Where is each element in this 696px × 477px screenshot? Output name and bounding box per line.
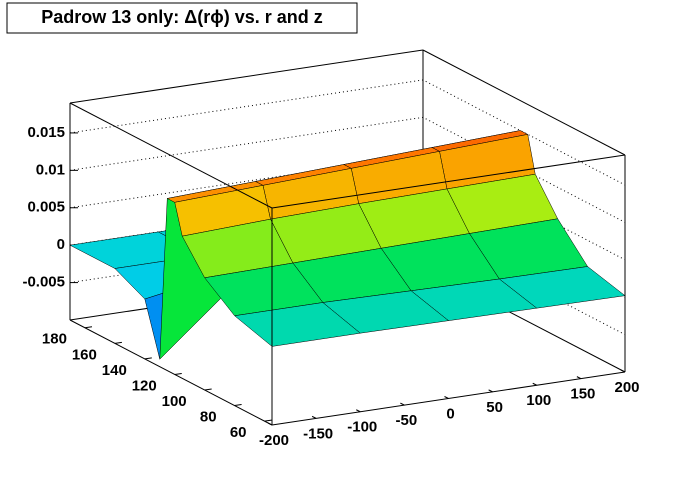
y-tick — [174, 372, 182, 375]
y-tick — [264, 419, 272, 422]
x-tick — [488, 389, 493, 393]
x-tick-label: 50 — [486, 399, 503, 416]
y-tick — [114, 341, 122, 344]
chart-title: Padrow 13 only: Δ(rϕ) vs. r and z — [41, 7, 323, 27]
x-tick — [576, 376, 582, 380]
x-tick — [532, 382, 537, 386]
y-tick — [234, 404, 242, 407]
z-tick-label: -0.005 — [22, 274, 65, 291]
z-tick-label: 0.01 — [36, 161, 65, 178]
box-edge — [271, 154, 626, 209]
y-tick-label: 140 — [102, 362, 127, 379]
x-tick-label: -150 — [303, 425, 333, 442]
x-tick — [620, 369, 626, 373]
x-tick-label: -100 — [347, 419, 377, 436]
box-edge — [69, 49, 424, 104]
x-tick — [356, 409, 361, 413]
x-tick — [267, 422, 273, 426]
z-tick-label: 0.015 — [27, 124, 65, 141]
x-tick-label: -200 — [259, 432, 289, 449]
y-tick — [204, 388, 212, 391]
z-tick-label: 0 — [57, 236, 65, 253]
x-tick-label: 0 — [446, 405, 454, 422]
x-tick — [444, 396, 449, 399]
surface-cell — [233, 302, 361, 347]
box-edge — [69, 102, 273, 209]
y-tick — [144, 357, 152, 360]
y-tick-label: 120 — [132, 377, 157, 394]
grid-line — [69, 79, 626, 186]
title-box — [6, 2, 358, 34]
z-tick-label: 0.005 — [27, 199, 65, 216]
y-tick-label: 180 — [42, 331, 67, 348]
y-tick-label: 160 — [72, 346, 97, 363]
grid-line — [69, 116, 626, 223]
x-tick-label: 100 — [526, 392, 551, 409]
box-edge — [422, 49, 626, 156]
y-tick — [84, 326, 93, 329]
y-tick-label: 100 — [162, 393, 187, 410]
x-tick — [311, 415, 317, 419]
x-tick-label: 150 — [570, 386, 595, 403]
y-tick-label: 60 — [230, 424, 247, 441]
x-tick-label: 200 — [614, 379, 639, 396]
y-tick-label: 80 — [200, 409, 217, 426]
box-edge — [69, 319, 273, 426]
x-tick — [400, 402, 405, 406]
x-tick-label: -50 — [396, 412, 418, 429]
